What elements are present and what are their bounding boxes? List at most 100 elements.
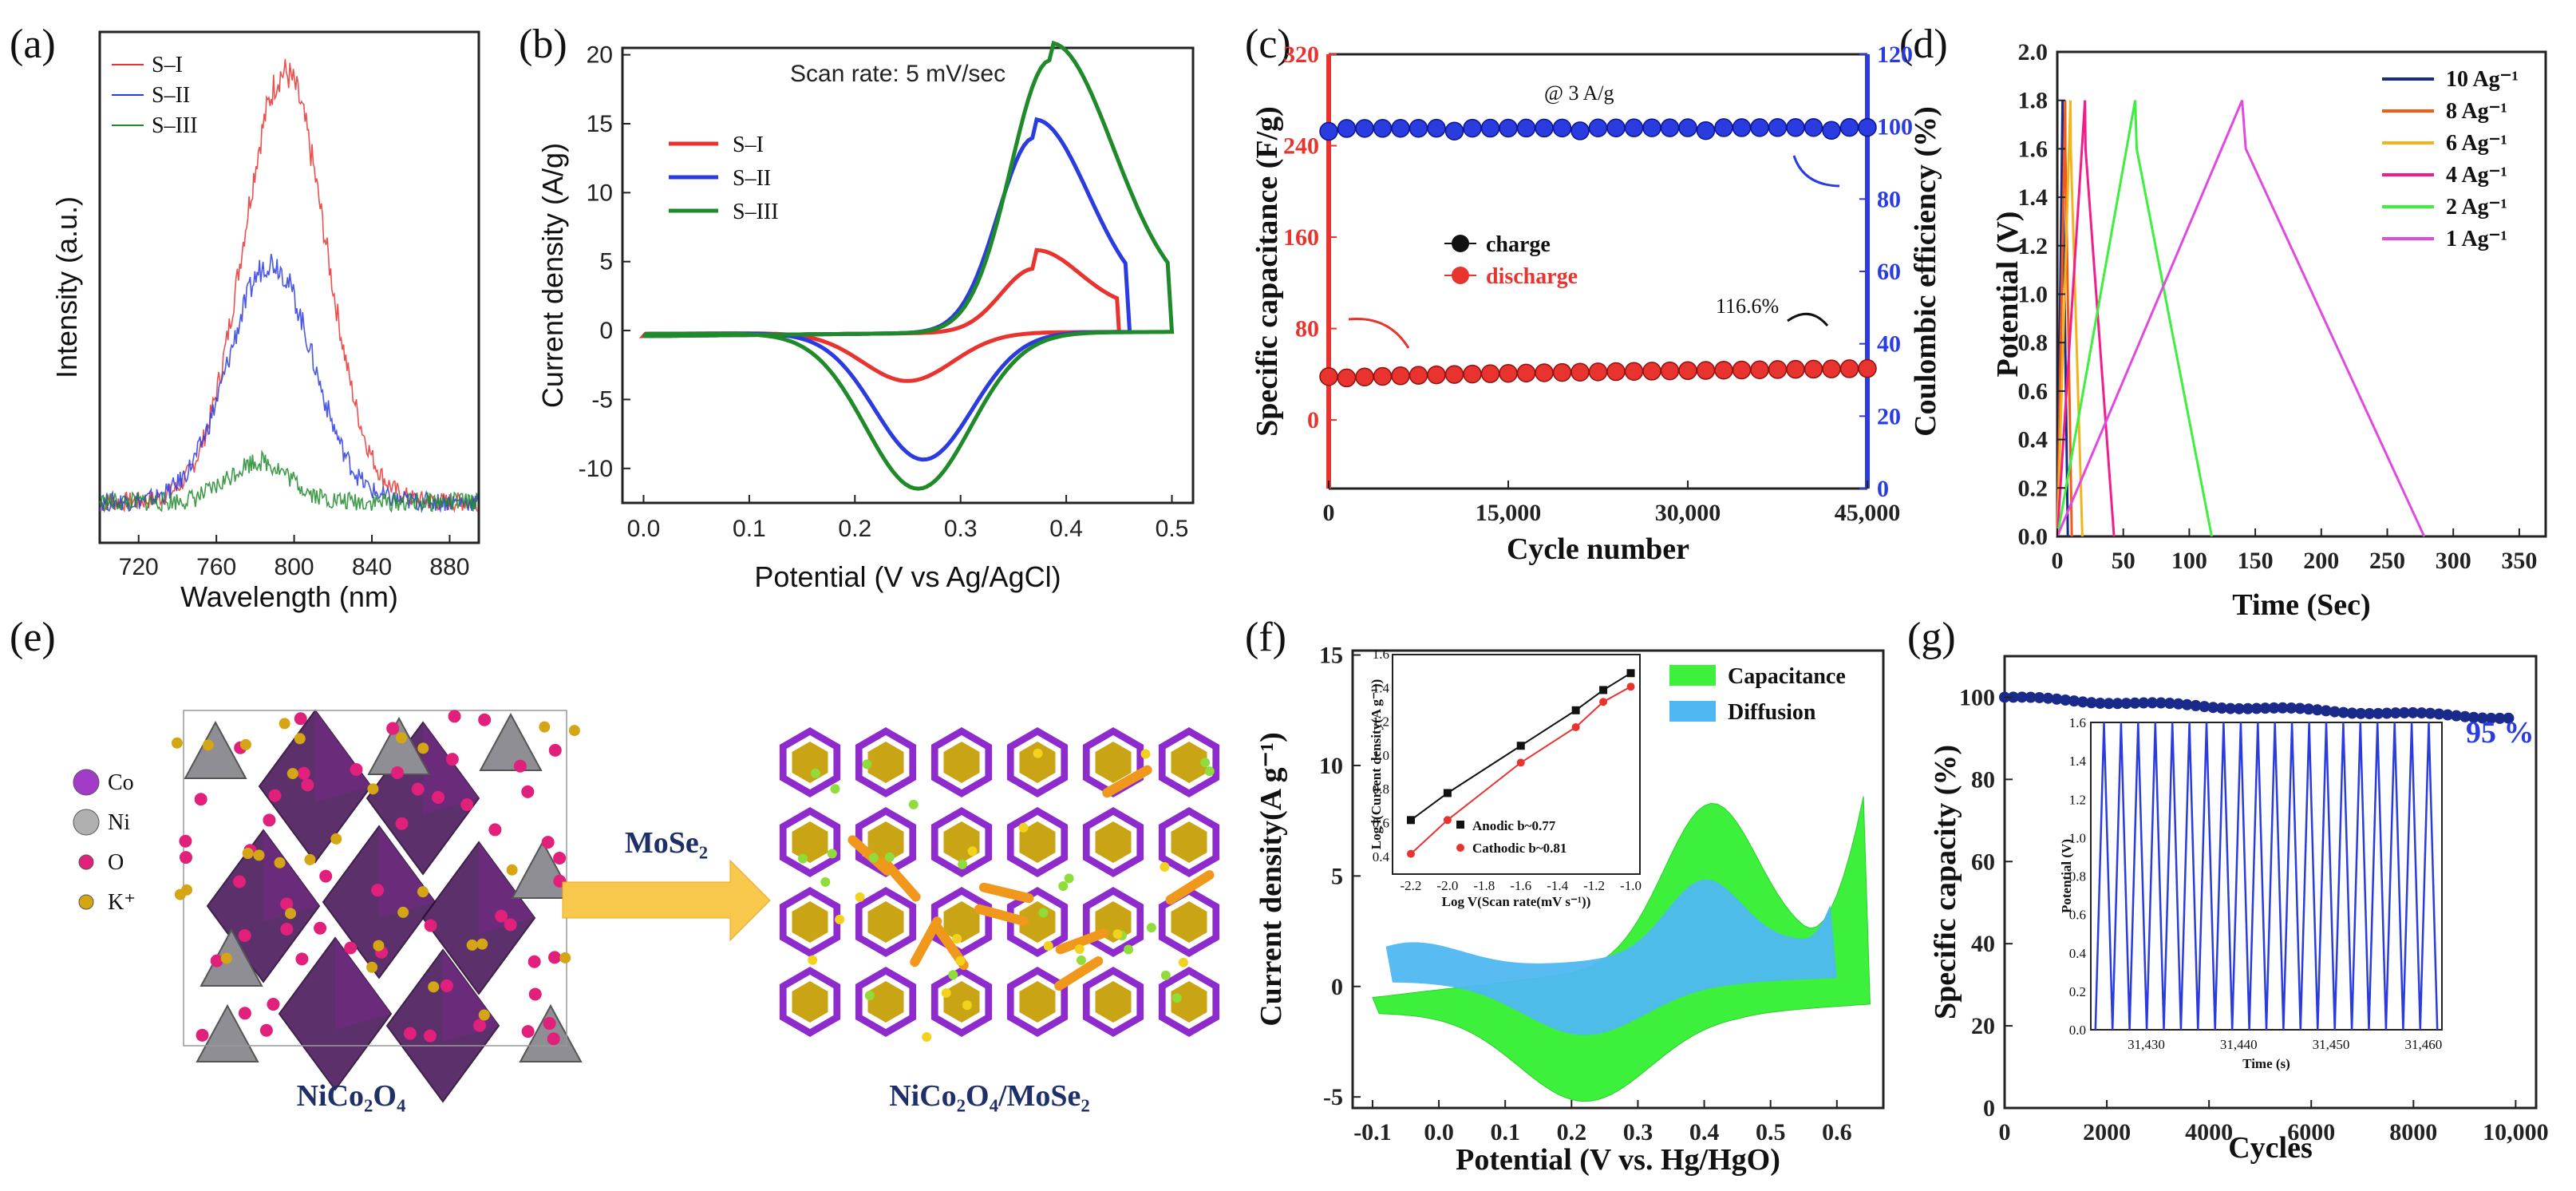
y2-tick-label: 80 (1877, 186, 1901, 212)
ion-dot (1043, 941, 1053, 952)
inset-x-tick-label: -2.2 (1401, 878, 1422, 893)
x-tick-label: 45,000 (1835, 500, 1901, 526)
oxygen-atom (196, 1028, 209, 1042)
legend-marker (1452, 235, 1469, 252)
ion-dot (855, 892, 865, 902)
y-tick-label: 5 (599, 249, 613, 275)
tetrahedron (479, 712, 543, 771)
retention-point (2250, 702, 2262, 714)
oxygen-atom (403, 1027, 417, 1040)
y-tick-label: 60 (1971, 849, 1995, 875)
capacitance-point (1319, 366, 1338, 386)
y-tick-label: 0.2 (2018, 475, 2049, 501)
mose2-sheet (1102, 765, 1152, 798)
potassium-atom (466, 939, 478, 951)
retention-point (2076, 696, 2088, 708)
oxygen-atom (344, 941, 358, 955)
ion-dot (908, 799, 919, 809)
retention-point (2025, 691, 2037, 703)
oxygen-atom (395, 817, 409, 830)
hexagon-core (1095, 742, 1132, 783)
y2-tick-label: 20 (1877, 403, 1901, 429)
ion-dot (1112, 929, 1123, 940)
retention-point (2277, 702, 2289, 714)
legend-label: S–III (733, 200, 779, 224)
oxygen-atom (294, 712, 307, 726)
hexagon-core (867, 981, 904, 1023)
left-arrow (1348, 317, 1410, 349)
efficiency-point (1839, 117, 1859, 137)
y-tick-label: 1.0 (2018, 282, 2049, 308)
x-tick-label: 8000 (2389, 1119, 2437, 1145)
oxygen-atom (423, 1029, 437, 1043)
x-tick-label: 4000 (2185, 1119, 2233, 1145)
series-1 Ag⁻¹ (2056, 100, 2426, 537)
capacitance-point (1373, 366, 1393, 386)
efficiency-point (1535, 118, 1554, 138)
legend-swatch (1669, 701, 1716, 722)
oxygen-atom (548, 951, 562, 964)
legend-label: K⁺ (108, 890, 136, 915)
retention-point (2398, 706, 2410, 718)
y-tick-label: 0 (599, 318, 613, 344)
y-tick-label: 5 (1331, 863, 1343, 889)
inset-y-tick-label: 1.2 (1373, 714, 1389, 730)
retention-point (2416, 707, 2428, 719)
x-tick-label: 30,000 (1655, 500, 1721, 526)
oxygen-atom (547, 1032, 560, 1046)
efficiency-point (1391, 119, 1410, 138)
inset-y-tick-label: 1.0 (1373, 748, 1389, 763)
inset-y-tick-label: 1.2 (2069, 792, 2086, 807)
legend-label: S–I (152, 53, 183, 77)
x-axis-label: Potential (V vs Ag/AgCl) (754, 560, 1061, 593)
oxygen-atom (448, 710, 461, 723)
oxygen-atom (488, 823, 502, 837)
ion-dot (962, 1000, 972, 1011)
hexagon-core (1095, 821, 1132, 863)
diffusion-area (1385, 879, 1837, 1035)
retention-point (2007, 691, 2019, 703)
y-tick-label: 160 (1283, 224, 1319, 251)
inset-fit-line (1410, 686, 1631, 855)
x-tick-label: 15,000 (1476, 500, 1542, 526)
plot-frame (98, 30, 480, 544)
oxygen-atom (445, 753, 459, 766)
inset-legend-label: Anodic b~0.77 (1472, 818, 1556, 833)
ion-dot (1146, 923, 1156, 933)
panel-label: (d) (1899, 22, 1948, 67)
chart-title: Scan rate: 5 mV/sec (790, 61, 1006, 87)
ion-dot (958, 859, 968, 869)
efficiency-point (1427, 118, 1446, 138)
mose2-sheet (1165, 870, 1215, 905)
retention-point (2381, 707, 2393, 719)
retention-point (2207, 702, 2219, 714)
y-tick-label: 0.0 (2018, 524, 2049, 550)
inset-y-tick-label: 1.6 (2069, 715, 2086, 730)
ion-dot (1160, 970, 1171, 980)
retention-point (2225, 702, 2237, 714)
efficiency-point (1642, 118, 1661, 137)
inset-y-tick-label: 1.0 (2069, 830, 2086, 845)
hexagon-core (1171, 901, 1207, 943)
series-6 Ag⁻¹ (2056, 100, 2084, 537)
retention-point (2303, 703, 2315, 715)
y-tick-label: 320 (1283, 42, 1319, 68)
retention-point (2346, 707, 2358, 719)
legend-label: Diffusion (1728, 700, 1816, 725)
inset-x-tick-label: 31,440 (2220, 1037, 2258, 1052)
retention-point (2172, 698, 2184, 710)
y-axis-label: Potential (V) (1991, 212, 2025, 378)
inset-x-tick-label: -1.8 (1473, 878, 1495, 893)
retention-point (2311, 704, 2323, 716)
y-tick-label: -5 (591, 386, 613, 413)
hexagon-core (792, 981, 828, 1023)
legend-label: Capacitance (1728, 664, 1846, 689)
capacitance-point (1552, 362, 1572, 382)
retention-point (2467, 711, 2479, 723)
ion-dot (922, 1032, 932, 1043)
panel-g-stability-chart: 0 2000 4000 6000 8000 10,000 0 20 40 60 80 100 95 % C… (1929, 655, 2549, 1165)
ion-dot (1171, 993, 1182, 1003)
hexagon-core (1171, 981, 1207, 1023)
mose2-sheet (974, 904, 1029, 926)
retention-point (2138, 697, 2150, 709)
